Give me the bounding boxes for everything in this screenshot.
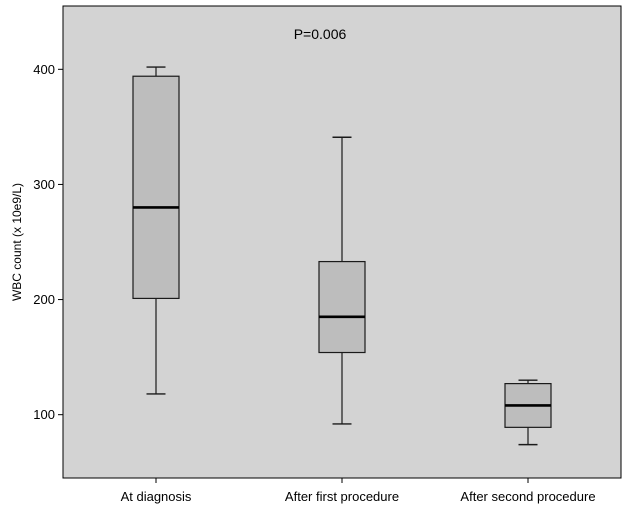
y-tick-label-100: 100 (33, 407, 55, 422)
x-tick-label-2: After first procedure (285, 489, 399, 504)
box-2 (318, 136, 366, 425)
box-1 (132, 66, 180, 395)
y-axis: 100 200 300 400 (33, 62, 63, 422)
x-tick-label-1: At diagnosis (121, 489, 192, 504)
p-value-annotation: P=0.006 (294, 26, 347, 42)
boxes (132, 66, 552, 446)
y-tick-label-300: 300 (33, 177, 55, 192)
y-axis-title: WBC count (x 10e9/L) (10, 183, 24, 301)
y-tick-label-200: 200 (33, 292, 55, 307)
iqr-box (132, 75, 180, 300)
x-axis: At diagnosis After first procedure After s… (121, 478, 596, 504)
iqr-box (318, 260, 366, 354)
y-tick-label-400: 400 (33, 62, 55, 77)
box-3 (504, 379, 552, 446)
x-tick-label-3: After second procedure (460, 489, 595, 504)
